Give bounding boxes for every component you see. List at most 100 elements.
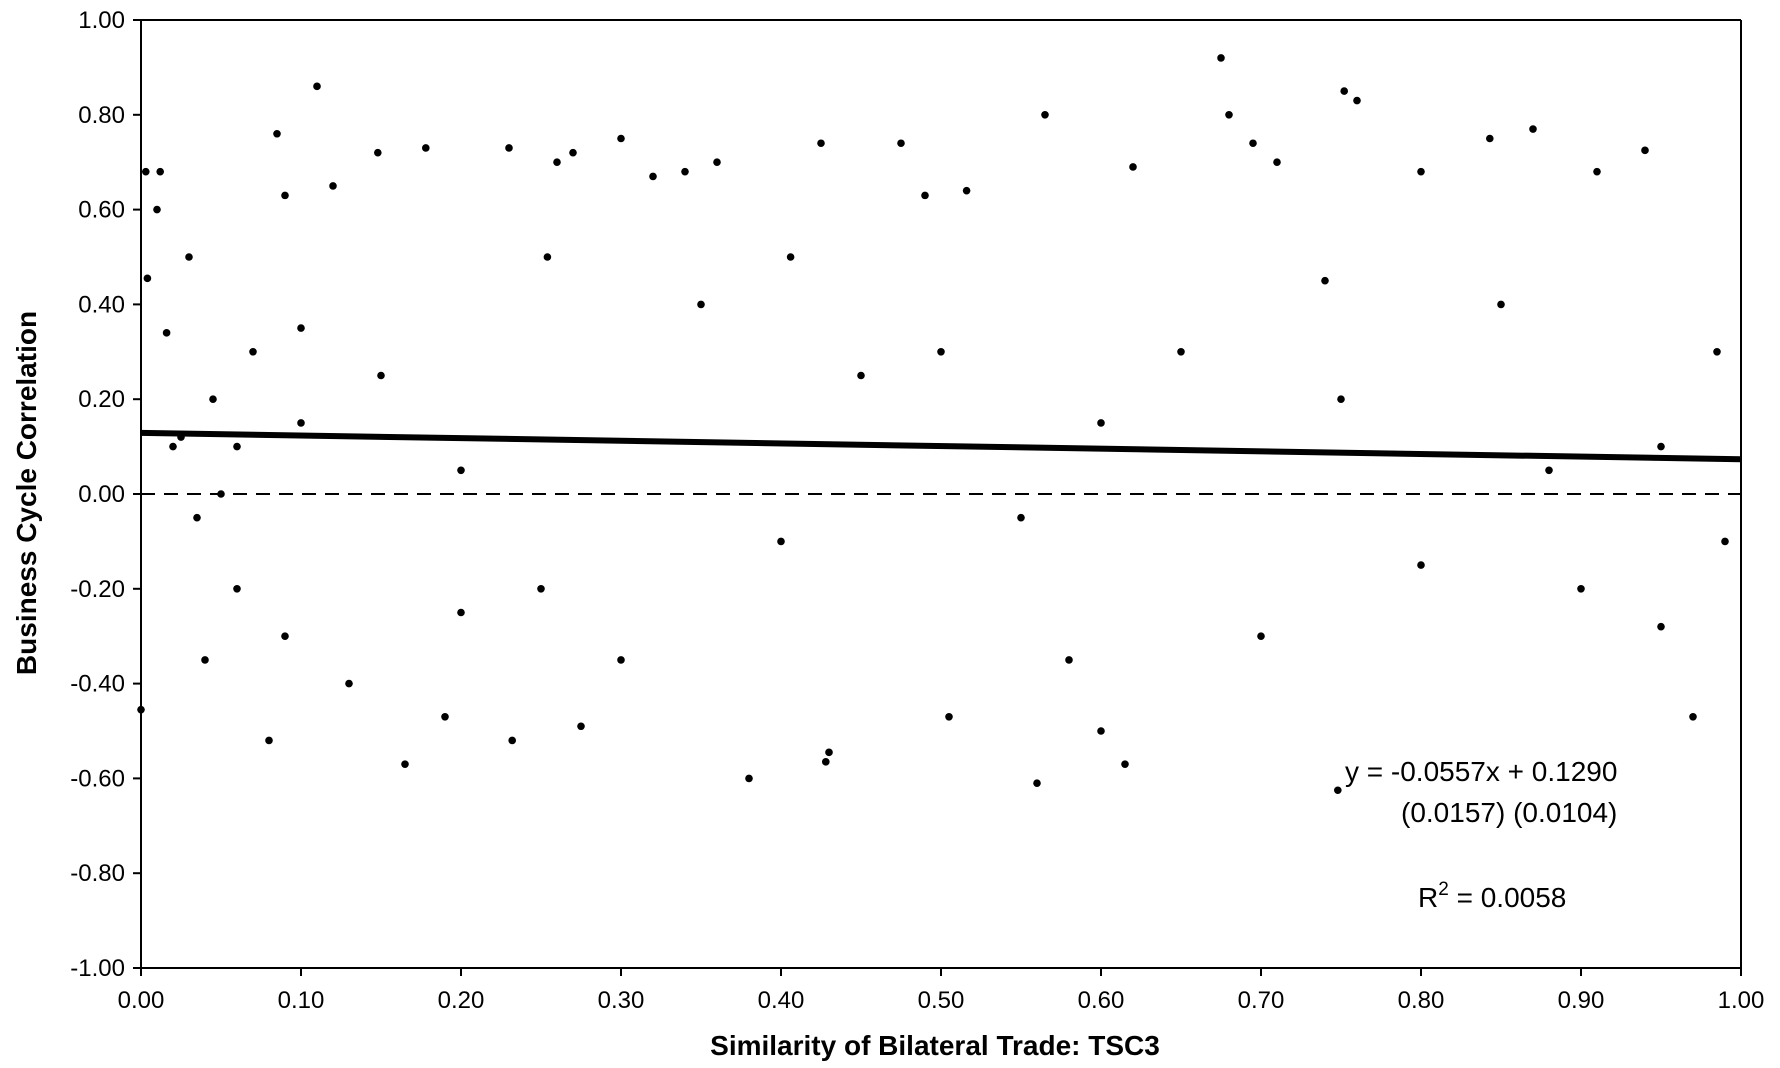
data-point [153,205,161,214]
data-point [441,712,449,721]
data-point [681,167,689,176]
y-tick-label: 0.60 [78,197,125,224]
data-point [329,182,337,190]
x-tick-label: 0.00 [118,987,165,1014]
y-axis-title: Business Cycle Correlation [11,311,42,675]
data-point [297,324,305,332]
data-point [1273,158,1281,166]
data-point [297,419,305,427]
data-point [577,722,585,731]
data-point [745,774,753,783]
data-point [617,656,625,664]
data-point [345,679,353,688]
data-point [786,253,795,261]
x-tick-label: 0.70 [1238,987,1285,1014]
data-point [1257,632,1265,640]
r2-prefix: R [1418,882,1438,913]
data-point [822,758,830,766]
data-point [921,191,929,200]
data-point [169,442,177,451]
data-point [209,395,217,404]
y-tick-label: 0.40 [78,291,125,318]
r-squared-label: R2 = 0.0058 [1418,879,1566,913]
data-point [193,513,201,522]
data-point [1121,760,1129,768]
data-point [273,129,281,138]
data-point [313,82,321,91]
x-tick-label: 0.20 [438,987,485,1014]
data-point [1417,167,1425,176]
y-tick-label: 0.00 [78,481,125,508]
data-point [457,608,465,617]
data-point [265,736,273,745]
data-point [857,371,865,380]
y-tick-label: 1.00 [78,7,125,34]
data-point [1340,87,1348,95]
data-point [1217,54,1225,62]
data-point [945,712,953,721]
data-point [1529,125,1537,133]
r2-superscript: 2 [1438,879,1449,900]
data-point [962,186,971,195]
x-tick-label: 0.30 [598,987,645,1014]
x-axis-ticks: 0.00 0.10 0.20 0.30 0.40 0.50 0.60 0.70 0.80 0.90… [118,968,1765,1014]
y-tick-label: -0.80 [70,860,125,887]
data-point [508,736,516,745]
data-point [1321,276,1329,285]
data-point [825,748,833,757]
data-point [1353,96,1361,105]
data-point [1657,622,1665,631]
data-point [143,274,152,283]
data-point [457,466,465,475]
data-point [777,537,785,546]
data-point [1041,111,1049,119]
data-point [1593,167,1601,176]
data-point [553,158,561,166]
data-point [1721,537,1729,546]
data-point [817,139,825,148]
data-point [1545,466,1553,475]
data-point [1177,348,1185,356]
y-tick-label: 0.80 [78,102,125,129]
y-tick-label: -0.60 [70,765,125,792]
data-point [1097,727,1105,735]
regression-std-errors: (0.0157) (0.0104) [1401,797,1617,828]
data-point [1097,419,1105,427]
data-point [569,148,577,157]
x-tick-label: 0.60 [1078,987,1125,1014]
x-tick-label: 0.10 [278,987,325,1014]
data-point [1417,561,1425,569]
y-axis-ticks: 1.00 0.80 0.60 0.40 0.20 0.00 -0.20 -0.40 -0.60 -… [70,7,141,982]
regression-equation: y = -0.0557x + 0.1290 [1345,756,1617,787]
x-tick-label: 0.50 [918,987,965,1014]
data-point [422,144,430,152]
data-point [185,253,193,261]
data-point [505,144,513,152]
data-point [897,139,905,148]
data-point [156,167,164,176]
data-point [649,172,657,181]
data-point [249,348,257,356]
data-point [1486,134,1494,143]
data-point [374,148,382,157]
data-point [1225,111,1233,119]
data-point [1337,395,1345,404]
x-axis-title: Similarity of Bilateral Trade: TSC3 [710,1030,1160,1061]
data-point [713,158,721,166]
data-point [617,134,625,143]
data-point [537,585,545,593]
x-tick-label: 0.90 [1558,987,1605,1014]
data-point [1577,585,1585,593]
data-point [201,656,209,664]
data-point [1334,786,1342,795]
data-point [1641,146,1649,155]
data-point [142,167,150,176]
data-point [1497,300,1505,309]
data-points [137,54,1729,795]
data-point [937,348,945,356]
trend-line [140,429,1742,463]
data-point [1065,656,1073,664]
data-point [1657,442,1665,451]
x-tick-label: 1.00 [1718,987,1765,1014]
data-point [1689,712,1697,721]
